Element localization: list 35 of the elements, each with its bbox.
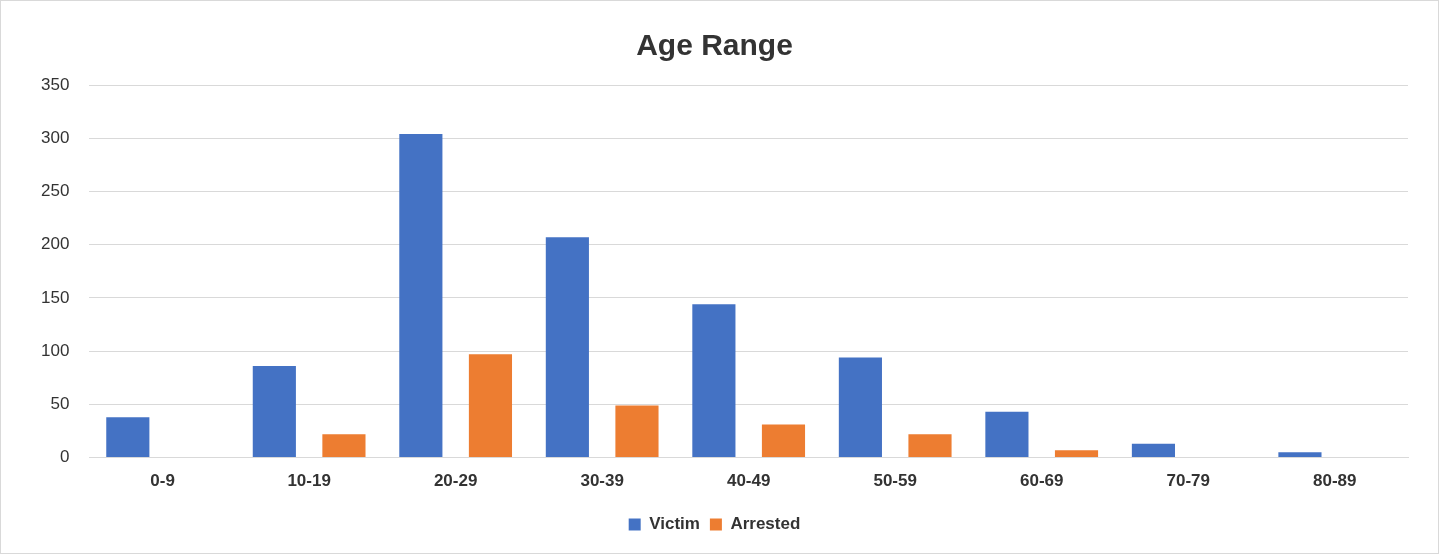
y-tick-label: 200 [40, 234, 70, 254]
bar [545, 237, 589, 458]
x-tick-label: 50-59 [873, 471, 917, 491]
y-tick-label: 0 [59, 447, 70, 467]
y-tick-label: 150 [40, 287, 70, 307]
bar [1278, 452, 1322, 458]
bar [252, 366, 296, 458]
x-tick-label: 20-29 [433, 471, 478, 491]
bar [399, 133, 443, 458]
x-tick-label: 30-39 [580, 471, 624, 491]
x-tick-label: 10-19 [287, 471, 331, 491]
bar [985, 411, 1029, 458]
y-tick-label: 350 [40, 74, 70, 94]
bar [1054, 450, 1099, 458]
y-tick-label: 300 [40, 127, 70, 147]
bar [838, 357, 882, 458]
x-tick-label: 70-79 [1166, 471, 1210, 491]
chart-title: Age Range [636, 28, 793, 62]
x-tick-label: 0-9 [150, 471, 175, 491]
legend-label: Victim [649, 514, 700, 534]
y-tick-label: 50 [50, 394, 70, 414]
bar [322, 434, 366, 458]
bar [1131, 443, 1175, 458]
bar [761, 424, 806, 458]
y-tick-label: 250 [40, 181, 70, 201]
bar [908, 434, 952, 458]
bar [468, 354, 513, 458]
bar [615, 405, 659, 458]
bar [106, 417, 150, 458]
x-tick-label: 60-69 [1019, 471, 1064, 491]
x-tick-label: 40-49 [726, 471, 771, 491]
x-tick-label: 80-89 [1313, 471, 1357, 491]
y-tick-label: 100 [40, 340, 70, 360]
bar [692, 304, 736, 458]
legend-label: Arrested [730, 514, 801, 534]
